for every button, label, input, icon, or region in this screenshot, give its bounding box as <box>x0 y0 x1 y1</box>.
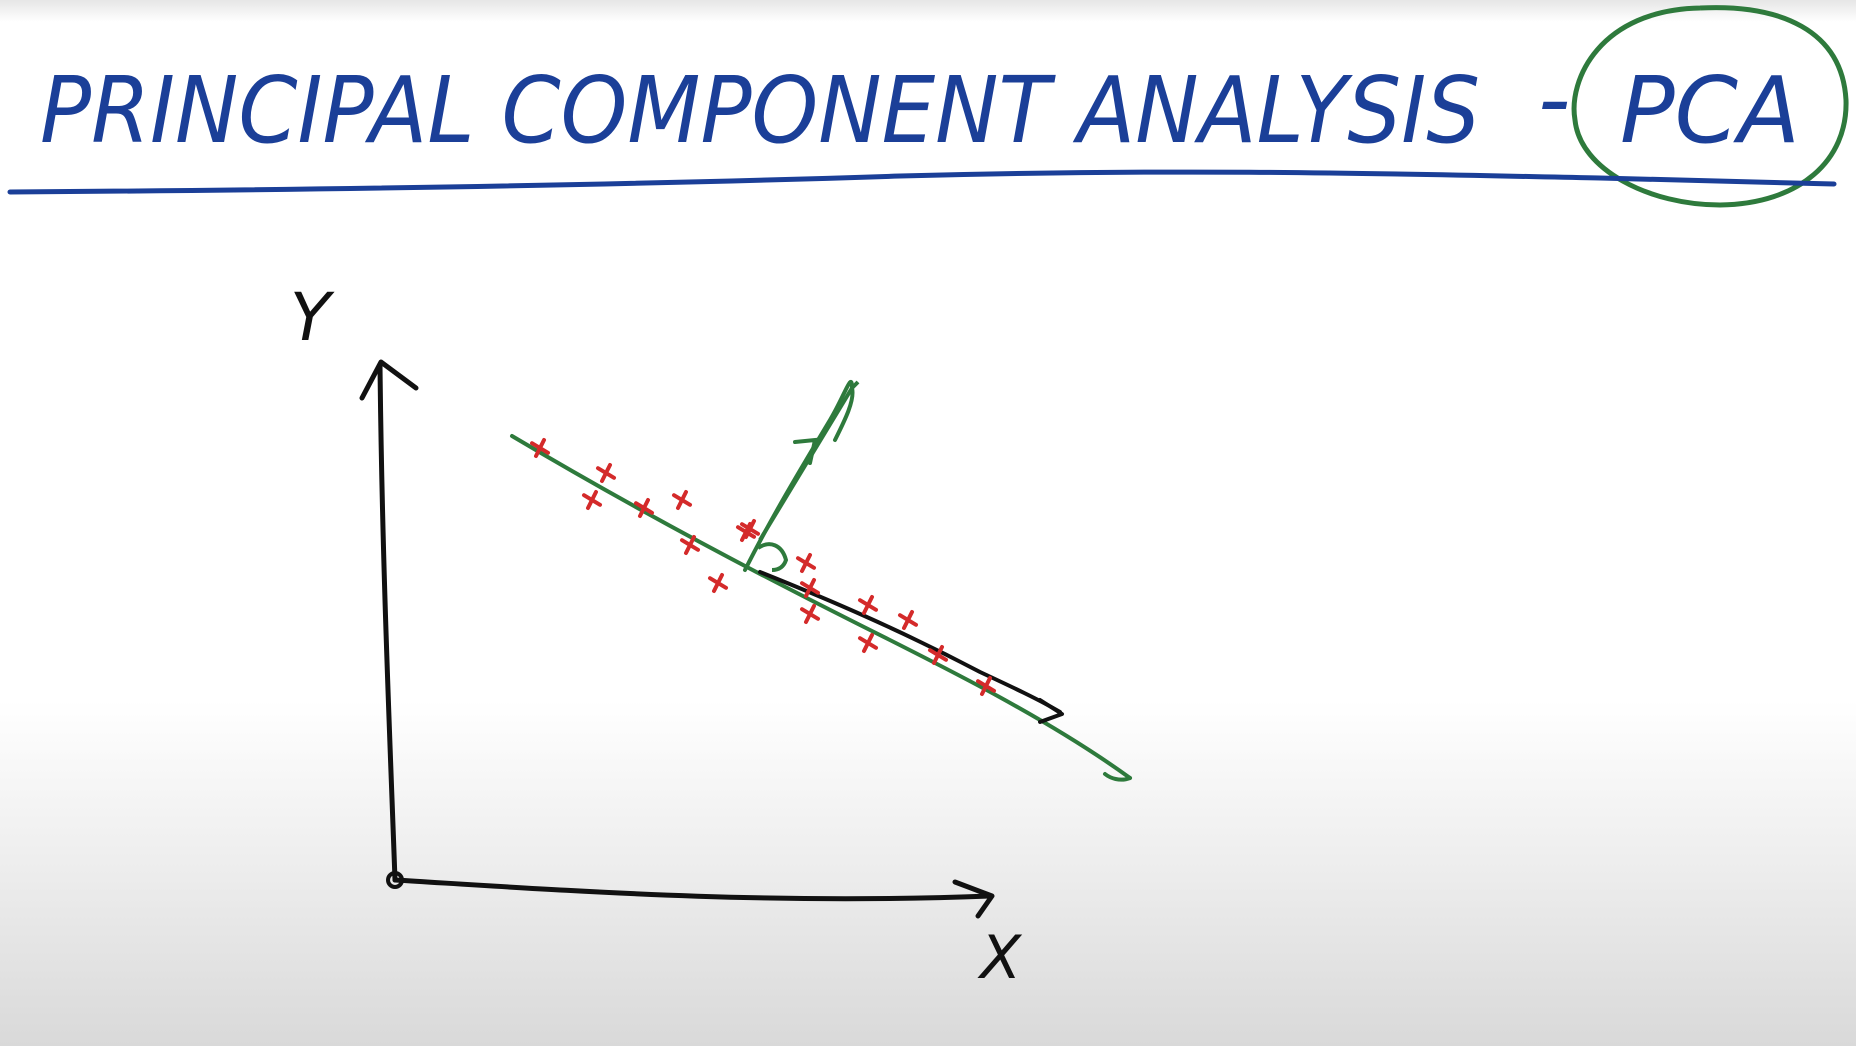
title-text: PRINCIPAL COMPONENT ANALYSIS <box>40 57 1480 164</box>
first-component-line-end <box>1103 772 1132 782</box>
data-point-stroke <box>638 498 650 518</box>
data-point-stroke <box>586 490 598 510</box>
data-point-stroke <box>712 573 724 593</box>
data-point-stroke <box>800 553 812 573</box>
y-axis-line <box>377 362 398 883</box>
first-component-line <box>510 434 1132 780</box>
data-point-stroke <box>804 578 816 598</box>
data-point <box>800 578 820 598</box>
data-point <box>736 522 756 542</box>
data-point <box>800 604 820 624</box>
y-axis-label: Y <box>290 279 335 356</box>
data-point-stroke <box>804 604 816 624</box>
principal-direction-arrowhead <box>1038 698 1064 724</box>
title-acronym: PCA <box>1620 57 1800 164</box>
title: PRINCIPAL COMPONENT ANALYSIS - PCA <box>40 47 1800 164</box>
data-point <box>858 595 878 615</box>
title-underline <box>7 169 1837 195</box>
data-point-stroke <box>600 463 612 483</box>
data-point-stroke <box>932 645 944 665</box>
data-point-stroke <box>980 676 992 696</box>
title-dash: - <box>1538 47 1570 152</box>
data-point-stroke <box>534 438 546 458</box>
data-point-stroke <box>862 633 874 653</box>
data-point <box>858 633 878 653</box>
data-point <box>680 535 700 555</box>
data-point-stroke <box>676 490 688 510</box>
data-point-stroke <box>862 595 874 615</box>
data-point <box>976 676 996 696</box>
origin-mark <box>386 871 404 889</box>
x-axis-line <box>392 877 993 902</box>
x-axis-arrowhead <box>952 879 995 919</box>
data-point <box>530 438 550 458</box>
principal-direction-arrow <box>758 570 1062 714</box>
data-points <box>530 438 996 696</box>
right-angle-marker <box>756 542 789 572</box>
axes: Y X <box>290 279 1023 993</box>
data-point <box>582 490 602 510</box>
data-point <box>596 463 616 483</box>
data-point <box>796 553 816 573</box>
second-component-axis <box>758 386 854 542</box>
data-point <box>928 645 948 665</box>
data-point <box>898 610 918 630</box>
y-axis-arrowhead <box>359 359 419 401</box>
data-point-stroke <box>684 535 696 555</box>
data-point-stroke <box>740 522 752 542</box>
acronym-circle <box>1571 5 1849 208</box>
data-point <box>672 490 692 510</box>
data-point-stroke <box>902 610 914 630</box>
second-component-arrowhead <box>793 437 818 465</box>
data-point <box>634 498 654 518</box>
data-point <box>708 573 728 593</box>
second-component-tip <box>850 380 860 390</box>
x-axis-label: X <box>977 923 1023 993</box>
